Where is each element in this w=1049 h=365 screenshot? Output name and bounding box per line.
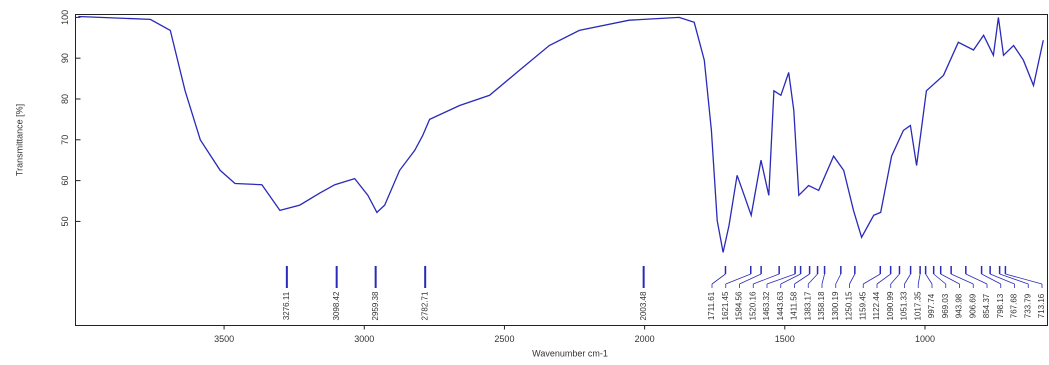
peak-label: 2782.71 (420, 291, 429, 320)
peak-leader (807, 273, 818, 285)
peak-leader (1005, 273, 1043, 285)
peak-label: 997.74 (927, 293, 936, 318)
peak-label: 3276.11 (282, 291, 291, 320)
peak-label: 1520.16 (748, 291, 757, 320)
peak-label: 1443.63 (776, 291, 785, 320)
peak-leader (766, 273, 796, 285)
peak-leader (753, 273, 780, 285)
peak-leader (821, 273, 825, 285)
peak-leader (989, 273, 1015, 285)
peak-label: 1250.15 (845, 291, 854, 320)
y-tick-label: 100 (60, 10, 70, 25)
peak-label: 854.37 (982, 293, 991, 318)
plot-frame (75, 14, 1048, 326)
y-axis-title: Transmittance [%] (14, 104, 24, 176)
spectrum-line (78, 15, 1044, 253)
x-tick-label: 3500 (214, 334, 234, 344)
y-tick-label: 80 (60, 94, 70, 104)
peak-label: 969.03 (941, 293, 950, 318)
peak-leader (835, 273, 842, 285)
x-axis-title: Wavenumber cm-1 (532, 348, 608, 358)
peak-label: 1300.19 (831, 291, 840, 320)
peak-leader (780, 273, 801, 285)
peak-label: 1358.18 (817, 291, 826, 320)
peak-leader (711, 273, 726, 285)
x-tick-label: 3000 (354, 334, 374, 344)
peak-leader (917, 273, 921, 285)
peak-leader (725, 273, 751, 285)
peak-leader (925, 273, 933, 285)
peak-label: 767.68 (1010, 293, 1019, 318)
peak-leader (999, 273, 1029, 285)
peak-label: 1383.17 (803, 291, 812, 320)
peak-label: 943.98 (955, 293, 964, 318)
peak-label: 1411.58 (790, 291, 799, 320)
peak-leader (794, 273, 810, 285)
y-tick-label: 70 (60, 135, 70, 145)
x-tick-label: 1500 (775, 334, 795, 344)
peak-leader (890, 273, 900, 285)
y-tick-label: 90 (60, 53, 70, 63)
peak-leader (739, 273, 762, 285)
peak-leader (849, 273, 856, 285)
y-tick-label: 60 (60, 176, 70, 186)
peak-leader (933, 273, 947, 285)
peak-label: 733.79 (1023, 293, 1032, 318)
peak-label: 1122.44 (872, 291, 881, 320)
peak-label: 1051.33 (900, 291, 909, 320)
peak-label: 798.13 (996, 293, 1005, 318)
peak-label: 1621.45 (721, 291, 730, 320)
peak-leader (981, 273, 1001, 285)
peak-label: 1584.56 (735, 291, 744, 320)
peak-label: 713.16 (1037, 293, 1046, 318)
peak-label: 1463.32 (762, 291, 771, 320)
peak-leader (904, 273, 911, 285)
x-tick-label: 2500 (494, 334, 514, 344)
peak-leader (863, 273, 881, 285)
peak-label: 2959.38 (371, 291, 380, 320)
peak-leader (876, 273, 891, 285)
y-tick-label: 50 (60, 216, 70, 226)
peak-label: 1711.61 (707, 291, 716, 320)
x-tick-label: 1000 (915, 334, 935, 344)
peak-leader (950, 273, 974, 285)
peak-label: 906.69 (968, 293, 977, 318)
peak-leader (965, 273, 988, 285)
peak-label: 1090.99 (886, 291, 895, 320)
peak-label: 1017.35 (913, 291, 922, 320)
x-tick-label: 2000 (635, 334, 655, 344)
peak-label: 2003.48 (639, 291, 648, 320)
peak-label: 1159.45 (858, 291, 867, 320)
peak-leader (940, 273, 960, 285)
peak-label: 3098.42 (332, 291, 341, 320)
